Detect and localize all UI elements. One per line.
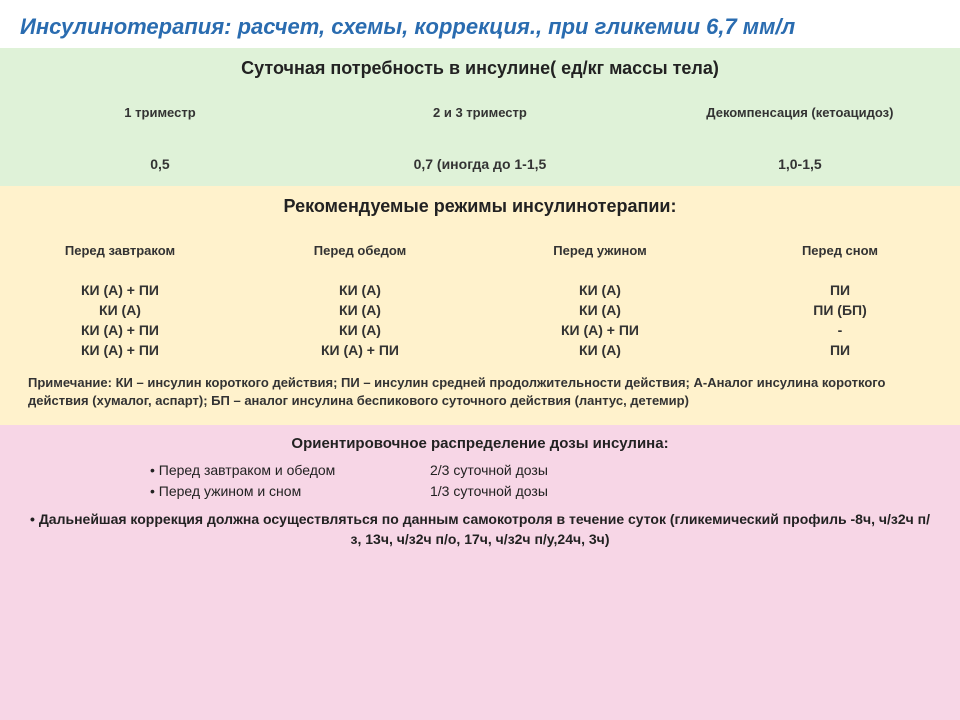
regimen-row-4: КИ (А) + ПИ КИ (А) + ПИ КИ (А) ПИ [0, 340, 960, 360]
regimen-row-1: КИ (А) + ПИ КИ (А) КИ (А) ПИ [0, 280, 960, 300]
cell: КИ (А) [240, 320, 480, 340]
section1-header-row: 1 триместр 2 и 3 триместр Декомпенсация … [0, 87, 960, 142]
section-regimens: Рекомендуемые режимы инсулинотерапии: Пе… [0, 186, 960, 425]
val-trimester1: 0,5 [0, 142, 320, 186]
dose-bullets: Перед завтраком и обедом 2/3 суточной до… [0, 460, 960, 510]
dose-value-2: 1/3 суточной дозы [430, 481, 548, 502]
dose-label-1: Перед завтраком и обедом [150, 460, 430, 481]
cell: ПИ [720, 340, 960, 360]
dose-line-1: Перед завтраком и обедом 2/3 суточной до… [150, 460, 920, 481]
col-bedtime: Перед сном [720, 225, 960, 280]
section2-header-row: Перед завтраком Перед обедом Перед ужино… [0, 225, 960, 280]
cell: КИ (А) + ПИ [0, 320, 240, 340]
section-dose-distribution: Ориентировочное распределение дозы инсул… [0, 425, 960, 720]
col-decompensation: Декомпенсация (кетоацидоз) [640, 87, 960, 142]
cell: КИ (А) + ПИ [480, 320, 720, 340]
cell: ПИ (БП) [720, 300, 960, 320]
col-lunch: Перед обедом [240, 225, 480, 280]
section1-heading: Суточная потребность в инсулине( ед/кг м… [0, 48, 960, 87]
page-title: Инсулинотерапия: расчет, схемы, коррекци… [0, 0, 960, 48]
final-text: Дальнейшая коррекция должна осуществлять… [39, 511, 930, 547]
val-trimester23: 0,7 (иногда до 1-1,5 [320, 142, 640, 186]
section3-heading: Ориентировочное распределение дозы инсул… [0, 425, 960, 460]
cell: КИ (А) + ПИ [0, 340, 240, 360]
section-daily-need: Суточная потребность в инсулине( ед/кг м… [0, 48, 960, 186]
section2-note: Примечание: КИ – инсулин короткого дейст… [0, 360, 960, 425]
slide: Инсулинотерапия: расчет, схемы, коррекци… [0, 0, 960, 720]
section1-values-row: 0,5 0,7 (иногда до 1-1,5 1,0-1,5 [0, 142, 960, 186]
cell: КИ (А) [0, 300, 240, 320]
dose-line-2: Перед ужином и сном 1/3 суточной дозы [150, 481, 920, 502]
dose-label-2: Перед ужином и сном [150, 481, 430, 502]
cell: КИ (А) [240, 300, 480, 320]
regimen-row-2: КИ (А) КИ (А) КИ (А) ПИ (БП) [0, 300, 960, 320]
section2-heading: Рекомендуемые режимы инсулинотерапии: [0, 186, 960, 225]
col-breakfast: Перед завтраком [0, 225, 240, 280]
cell: - [720, 320, 960, 340]
val-decompensation: 1,0-1,5 [640, 142, 960, 186]
col-trimester1: 1 триместр [0, 87, 320, 142]
regimen-row-3: КИ (А) + ПИ КИ (А) КИ (А) + ПИ - [0, 320, 960, 340]
cell: КИ (А) + ПИ [0, 280, 240, 300]
section3-final: • Дальнейшая коррекция должна осуществля… [0, 510, 960, 561]
cell: КИ (А) [480, 300, 720, 320]
cell: КИ (А) [480, 340, 720, 360]
cell: КИ (А) [480, 280, 720, 300]
cell: ПИ [720, 280, 960, 300]
col-trimester23: 2 и 3 триместр [320, 87, 640, 142]
cell: КИ (А) + ПИ [240, 340, 480, 360]
col-dinner: Перед ужином [480, 225, 720, 280]
cell: КИ (А) [240, 280, 480, 300]
dose-value-1: 2/3 суточной дозы [430, 460, 548, 481]
